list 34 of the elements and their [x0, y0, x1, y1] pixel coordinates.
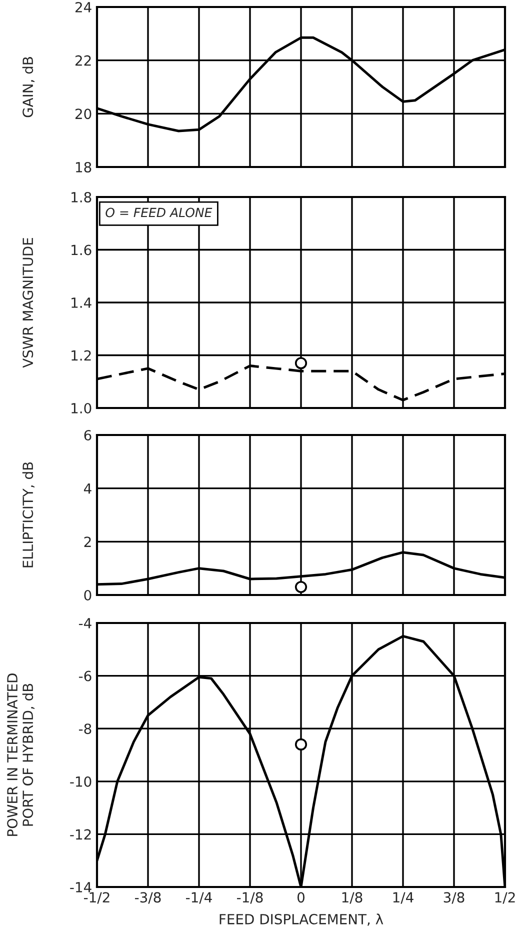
y-tick-label: 1.0 [72, 402, 92, 414]
y-tick-label: 18 [76, 162, 92, 172]
y-tick-label: -6 [78, 670, 92, 682]
y-tick-label: 22 [75, 55, 91, 66]
y-tick-label: 1.4 [72, 298, 92, 308]
y-axis-title: VSWR MAGNITUDE [22, 238, 34, 368]
x-tick-label: 1/2 [495, 892, 515, 904]
x-tick-label: -1/8 [237, 892, 263, 904]
x-tick-label: 1/8 [342, 892, 362, 904]
x-tick-label: -3/8 [135, 892, 161, 904]
y-tick-label: 6 [84, 430, 92, 440]
y-tick-label: 1.2 [72, 350, 91, 361]
y-tick-label: 1.6 [72, 244, 92, 256]
y-tick-label: 20 [75, 108, 92, 120]
annotation: O = FEED ALONE [106, 208, 212, 218]
y-tick-label: 2 [84, 536, 91, 547]
y-tick-label: 1.8 [72, 192, 92, 202]
x-tick-label: -1/2 [84, 892, 110, 904]
x-tick-label: -1/4 [186, 892, 212, 904]
y-axis-title: GAIN, dB [22, 57, 35, 118]
x-tick-label: 1/4 [393, 892, 414, 904]
y-tick-label: 4 [84, 483, 92, 494]
x-tick-label: 0 [297, 892, 304, 903]
x-tick-label: 3/8 [444, 892, 464, 904]
y-tick-label: -14 [70, 882, 92, 892]
y-tick-label: 24 [75, 2, 92, 12]
y-tick-label: 0 [84, 590, 92, 600]
y-tick-label: -8 [78, 724, 92, 734]
y-tick-label: -12 [70, 829, 91, 840]
x-axis-title: FEED DISPLACEMENT, λ [220, 914, 384, 926]
y-tick-label: -10 [70, 776, 92, 787]
y-axis-title: ELLIPTICITY, dB [22, 462, 35, 568]
y-tick-label: -4 [78, 618, 92, 628]
y-axis-title: POWER IN TERMINATED PORT OF HYBRID, dB [7, 674, 35, 836]
